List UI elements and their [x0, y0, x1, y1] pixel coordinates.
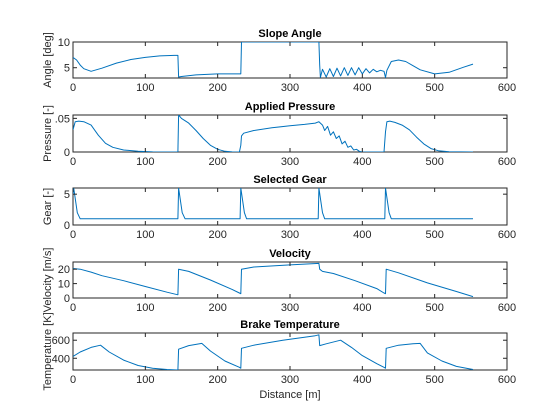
plot-area: [72, 332, 508, 371]
x-tick-label: 200: [208, 82, 226, 94]
series-line: [73, 188, 473, 220]
y-tick-label: 600: [52, 335, 70, 347]
x-tick-label: 600: [498, 156, 516, 168]
chart-title: Brake Temperature: [240, 319, 339, 331]
x-tick-label: 0: [70, 302, 76, 314]
x-tick-label: 100: [136, 374, 154, 386]
chart-title: Applied Pressure: [245, 101, 335, 113]
x-tick-label: 400: [353, 374, 371, 386]
series-line: [73, 334, 474, 370]
x-tick-label: 400: [353, 82, 371, 94]
y-tick-label: .05: [55, 113, 70, 125]
subplot-5: 0 100 200 300 400 500 600 400 600 Brake Temperatu…: [42, 312, 516, 401]
x-tick-label: 600: [498, 302, 516, 314]
x-tick-label: 200: [208, 374, 226, 386]
y-tick-label: 10: [58, 279, 70, 291]
x-tick-label: 400: [353, 156, 371, 168]
x-tick-label: 600: [498, 82, 516, 94]
x-tick-label: 200: [208, 229, 226, 241]
x-tick-label: 600: [498, 374, 516, 386]
y-tick-label: 5: [64, 189, 70, 201]
x-tick-label: 400: [353, 302, 371, 314]
y-tick-label: 5: [64, 63, 70, 75]
y-axis-label: Temperature [K]: [42, 312, 54, 390]
y-axis-label: Angle [deg]: [42, 32, 54, 88]
x-tick-label: 100: [136, 229, 154, 241]
x-tick-label: 100: [136, 302, 154, 314]
x-tick-label: 0: [70, 156, 76, 168]
chart-title: Selected Gear: [253, 174, 327, 186]
y-tick-label: 0: [64, 147, 70, 159]
series-line: [73, 262, 474, 298]
series-line: [73, 115, 474, 152]
y-axis-label: Gear [-]: [42, 188, 54, 225]
y-tick-label: 400: [52, 353, 70, 365]
x-tick-label: 500: [425, 374, 443, 386]
x-tick-label: 600: [498, 229, 516, 241]
y-axis-label: Velocity [m/s]: [42, 248, 54, 313]
subplot-3: 0 100 200 300 400 500 600 0 5 Selected Gear Gear […: [42, 174, 516, 241]
series-line: [73, 42, 474, 78]
x-tick-label: 100: [136, 82, 154, 94]
x-tick-label: 300: [281, 302, 299, 314]
x-tick-label: 500: [425, 82, 443, 94]
x-tick-label: 400: [353, 229, 371, 241]
chart-title: Slope Angle: [258, 28, 321, 40]
x-tick-label: 300: [281, 82, 299, 94]
chart-title: Velocity: [269, 248, 311, 260]
x-tick-label: 300: [281, 374, 299, 386]
plot-area: [72, 261, 508, 299]
x-tick-label: 200: [208, 156, 226, 168]
x-tick-label: 0: [70, 82, 76, 94]
subplot-4: 0 100 200 300 400 500 60001020VelocityVelocity…: [42, 248, 516, 314]
x-tick-label: 100: [136, 156, 154, 168]
x-tick-label: 0: [70, 229, 76, 241]
y-tick-label: 0: [64, 293, 70, 305]
x-axis-label: Distance [m]: [259, 389, 320, 401]
x-tick-label: 300: [281, 156, 299, 168]
subplot-2: 0 100 200 300 400 500 600 0 .05 Applied Pressure P…: [42, 101, 516, 168]
x-tick-label: 500: [425, 156, 443, 168]
plot-area: [72, 187, 508, 226]
y-tick-label: 10: [58, 37, 70, 49]
y-axis-label: Pressure [-]: [42, 105, 54, 162]
x-tick-label: 500: [425, 229, 443, 241]
subplot-1: 0 100 200 300 400 500 600 5 10 Slope Angle Angle […: [42, 28, 516, 94]
x-tick-label: 500: [425, 302, 443, 314]
x-tick-label: 200: [208, 302, 226, 314]
y-tick-label: 0: [64, 220, 70, 232]
x-tick-label: 0: [70, 374, 76, 386]
plot-area: [72, 114, 508, 153]
plot-area: [72, 41, 508, 79]
y-tick-label: 20: [58, 264, 70, 276]
x-tick-label: 300: [281, 229, 299, 241]
